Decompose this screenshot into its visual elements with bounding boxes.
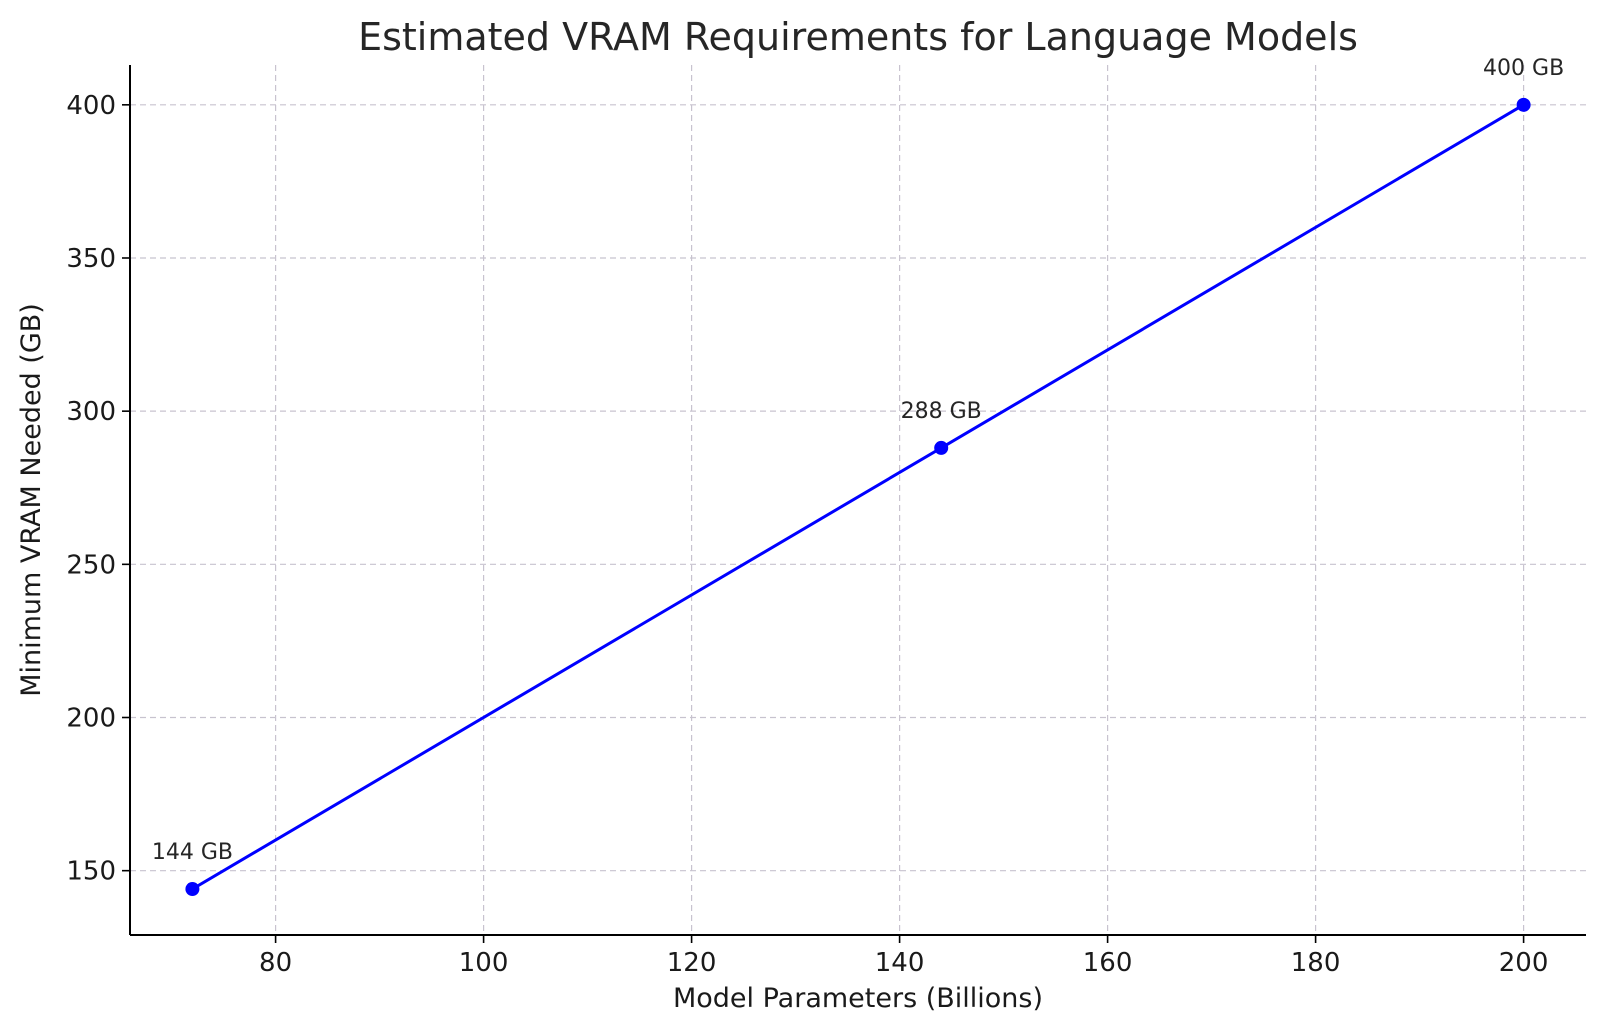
y-tick-label: 250 xyxy=(66,550,116,580)
y-tick-label: 300 xyxy=(66,397,116,427)
data-label: 288 GB xyxy=(901,399,982,424)
y-tick-label: 350 xyxy=(66,244,116,274)
x-axis-label: Model Parameters (Billions) xyxy=(673,983,1043,1014)
y-tick-label: 200 xyxy=(66,704,116,734)
x-tick-label: 120 xyxy=(667,948,717,978)
data-point xyxy=(934,440,949,455)
x-tick-label: 200 xyxy=(1499,948,1549,978)
x-tick-label: 100 xyxy=(459,948,509,978)
data-point xyxy=(185,882,200,897)
chart-title: Estimated VRAM Requirements for Language… xyxy=(358,15,1358,59)
series-line xyxy=(191,103,1525,891)
y-tick-label: 150 xyxy=(66,857,116,887)
data-label: 144 GB xyxy=(152,840,233,865)
x-tick-label: 80 xyxy=(259,948,292,978)
x-tick-label: 140 xyxy=(875,948,925,978)
data-point xyxy=(1516,97,1531,112)
y-tick-label: 400 xyxy=(66,91,116,121)
data-label: 400 GB xyxy=(1483,56,1564,81)
series-layer xyxy=(185,97,1531,897)
x-tick-label: 160 xyxy=(1083,948,1133,978)
x-tick-label: 180 xyxy=(1291,948,1341,978)
grid-lines xyxy=(130,65,1586,935)
data-labels: 144 GB 288 GB 400 GB xyxy=(152,56,1564,865)
axes: 80 100 120 140 160 180 200 150 200 250 300 350 400 xyxy=(66,65,1586,978)
y-axis-label: Minimum VRAM Needed (GB) xyxy=(16,303,47,697)
